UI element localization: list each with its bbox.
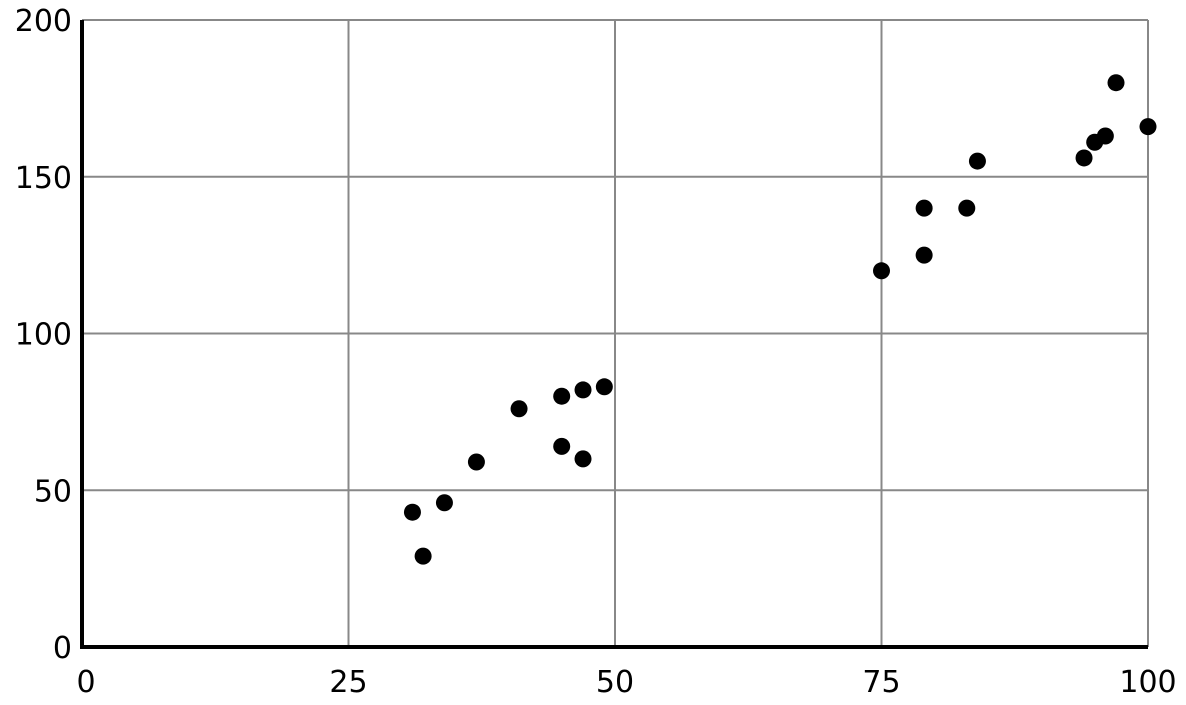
data-point — [510, 400, 528, 418]
data-point — [574, 381, 592, 399]
data-point — [403, 503, 421, 521]
data-point — [915, 199, 933, 217]
data-point — [414, 547, 432, 565]
y-tick-label: 50 — [34, 474, 72, 509]
data-point — [1139, 118, 1157, 136]
data-point — [915, 246, 933, 264]
y-tick-label: 0 — [53, 631, 72, 666]
x-tick-label: 50 — [596, 665, 634, 700]
data-point — [553, 387, 571, 405]
y-tick-label: 150 — [15, 161, 72, 196]
x-tick-label: 100 — [1119, 665, 1176, 700]
data-point — [968, 152, 986, 170]
x-tick-label: 75 — [862, 665, 900, 700]
data-point — [1107, 74, 1125, 92]
data-point — [1075, 149, 1093, 167]
y-tick-label: 100 — [15, 318, 72, 353]
data-point — [595, 378, 613, 396]
data-point — [467, 453, 485, 471]
data-point — [958, 199, 976, 217]
data-point — [553, 437, 571, 455]
data-point — [574, 450, 592, 468]
y-tick-label: 200 — [15, 4, 72, 39]
data-point — [435, 494, 453, 512]
x-tick-label: 25 — [329, 665, 367, 700]
x-tick-label: 0 — [76, 665, 95, 700]
data-point — [1096, 127, 1114, 145]
data-point — [873, 262, 890, 280]
